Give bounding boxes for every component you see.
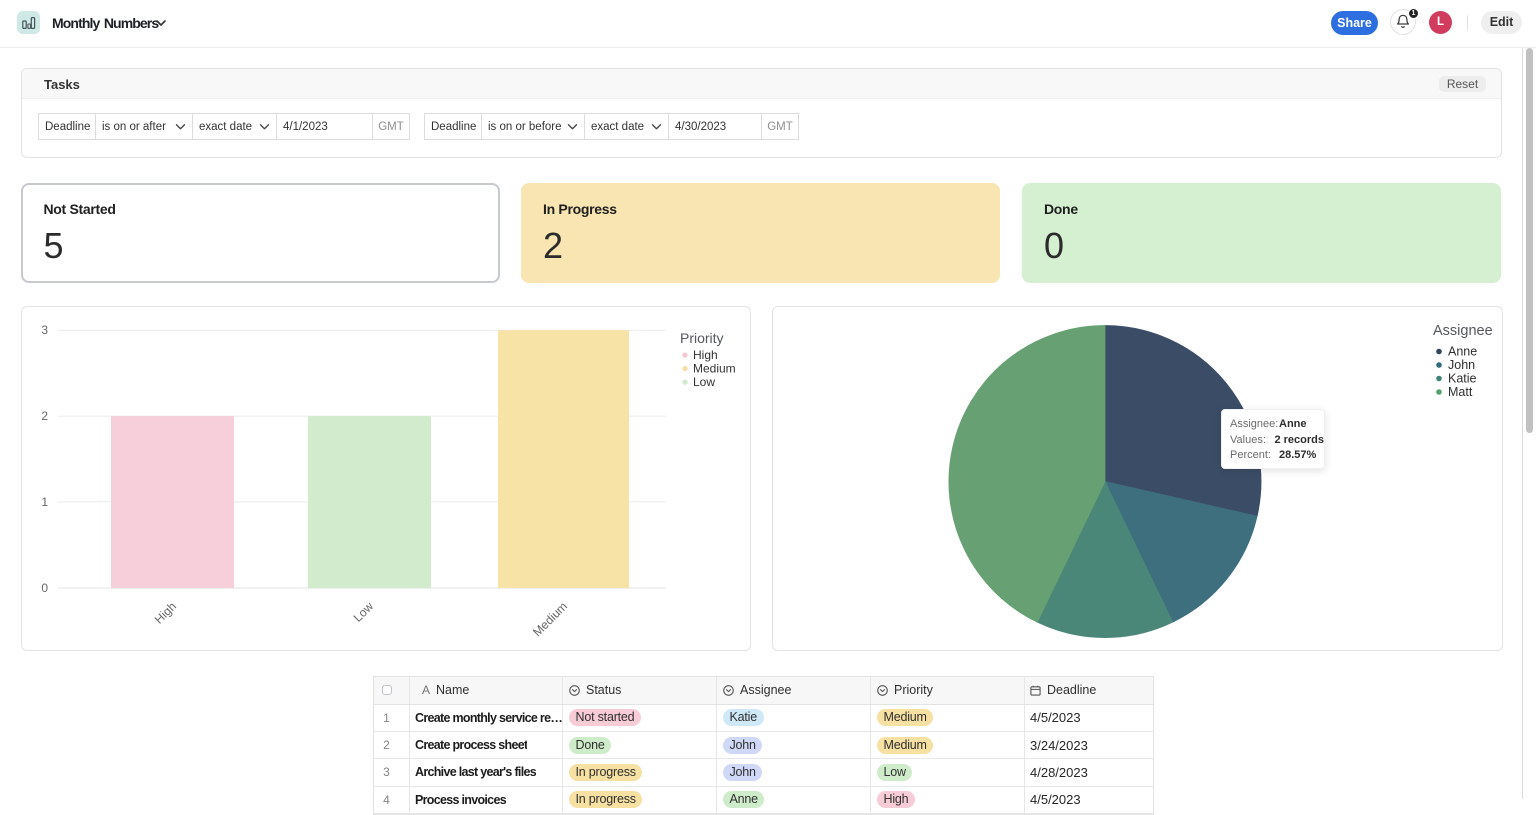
svg-text:High: High: [693, 348, 718, 362]
svg-text:3: 3: [41, 323, 48, 337]
svg-text:John: John: [1448, 358, 1475, 372]
svg-text:Anne: Anne: [1448, 345, 1477, 359]
svg-text:Priority: Priority: [680, 330, 724, 346]
svg-text:0: 0: [41, 581, 48, 595]
svg-text:Medium: Medium: [530, 599, 570, 639]
svg-text:Low: Low: [351, 599, 377, 625]
svg-text:High: High: [152, 599, 179, 626]
svg-text:Assignee: Assignee: [1433, 323, 1493, 339]
svg-text:Matt: Matt: [1448, 385, 1473, 399]
svg-text:Katie: Katie: [1448, 372, 1477, 386]
svg-text:Medium: Medium: [693, 362, 736, 376]
svg-text:Low: Low: [693, 375, 715, 389]
svg-text:2: 2: [41, 409, 48, 423]
svg-text:1: 1: [41, 495, 48, 509]
